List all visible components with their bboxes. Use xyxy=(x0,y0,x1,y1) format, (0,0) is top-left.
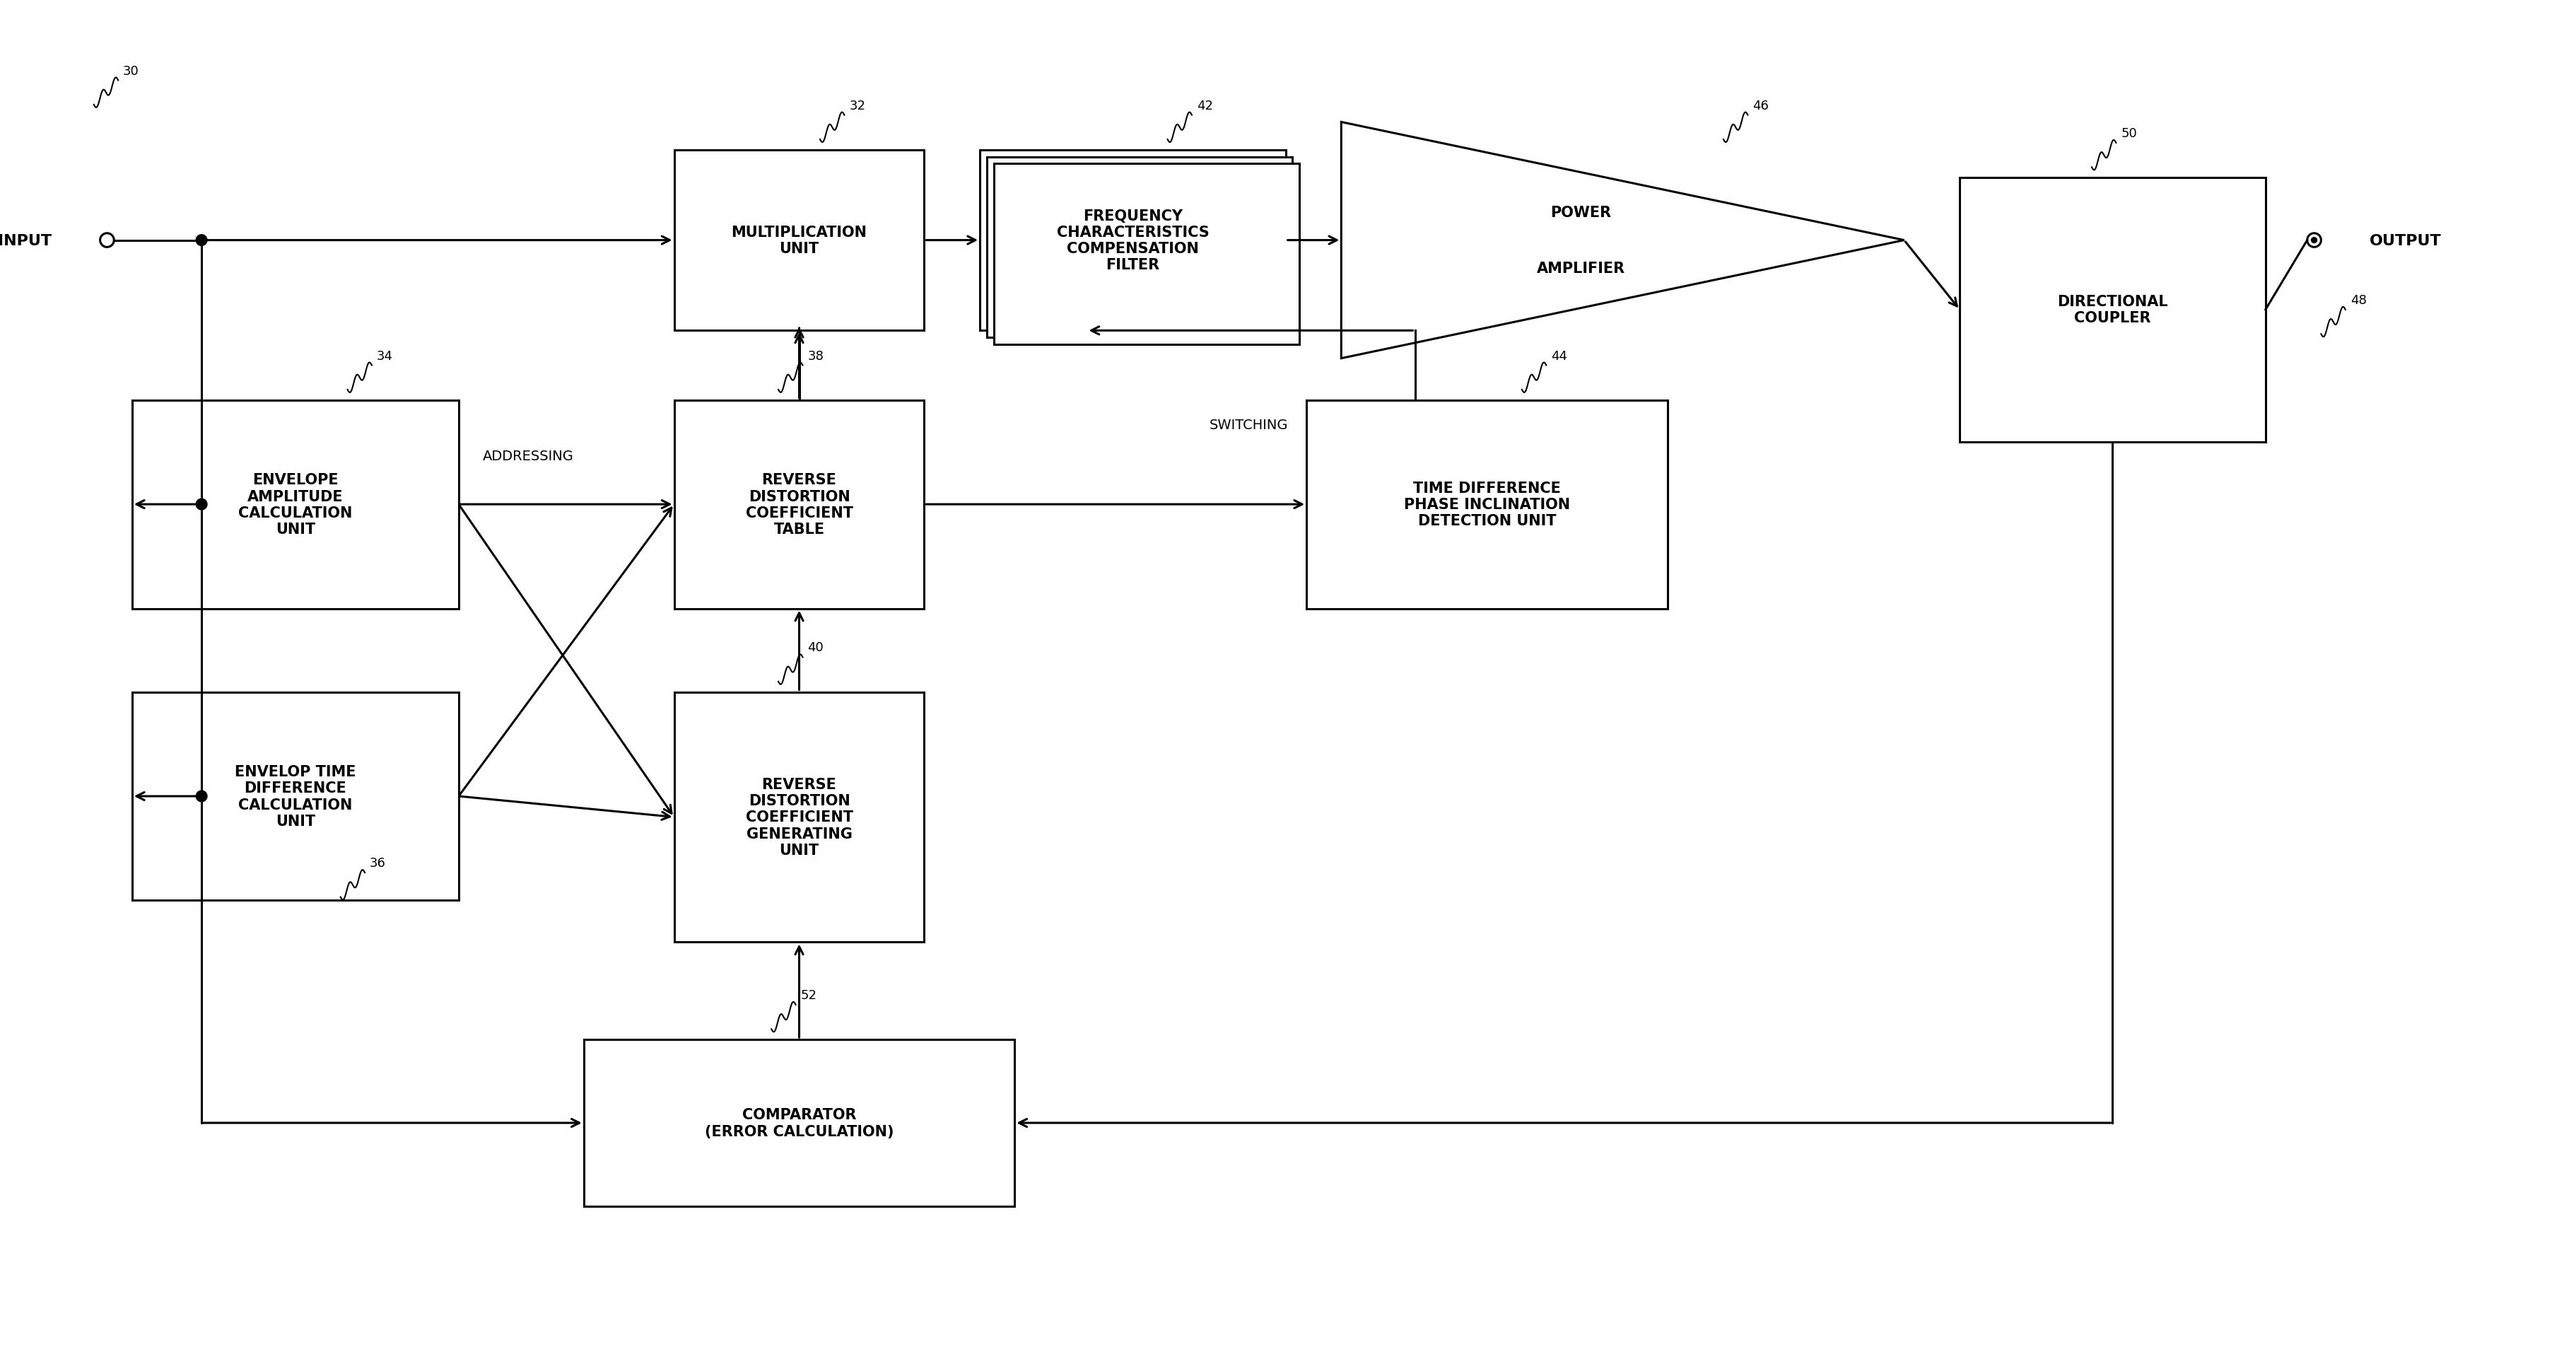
Circle shape xyxy=(196,500,206,511)
Bar xyxy=(131,692,459,901)
Bar xyxy=(979,151,1285,331)
Text: OUTPUT: OUTPUT xyxy=(2370,233,2442,248)
Polygon shape xyxy=(1342,123,1904,358)
Text: ADDRESSING: ADDRESSING xyxy=(482,450,574,463)
Text: TIME DIFFERENCE
PHASE INCLINATION
DETECTION UNIT: TIME DIFFERENCE PHASE INCLINATION DETECT… xyxy=(1404,481,1571,528)
Text: FREQUENCY
CHARACTERISTICS
COMPENSATION
FILTER: FREQUENCY CHARACTERISTICS COMPENSATION F… xyxy=(1056,209,1208,272)
Text: 48: 48 xyxy=(2349,294,2367,307)
Text: ENVELOP TIME
DIFFERENCE
CALCULATION
UNIT: ENVELOP TIME DIFFERENCE CALCULATION UNIT xyxy=(234,765,355,828)
Text: 32: 32 xyxy=(850,100,866,112)
Text: 42: 42 xyxy=(1198,100,1213,112)
Text: 44: 44 xyxy=(1551,349,1566,362)
Text: 50: 50 xyxy=(2120,127,2138,140)
Text: 40: 40 xyxy=(806,641,824,655)
Bar xyxy=(675,692,925,943)
Bar xyxy=(987,158,1293,338)
Text: REVERSE
DISTORTION
COEFFICIENT
TABLE: REVERSE DISTORTION COEFFICIENT TABLE xyxy=(744,473,853,536)
Bar xyxy=(675,151,925,331)
Bar xyxy=(1960,178,2264,442)
Circle shape xyxy=(196,791,206,801)
Bar xyxy=(994,164,1298,345)
Text: 36: 36 xyxy=(371,857,386,869)
Text: ENVELOPE
AMPLITUDE
CALCULATION
UNIT: ENVELOPE AMPLITUDE CALCULATION UNIT xyxy=(240,473,353,536)
Bar xyxy=(1306,400,1667,609)
Text: REVERSE
DISTORTION
COEFFICIENT
GENERATING
UNIT: REVERSE DISTORTION COEFFICIENT GENERATIN… xyxy=(744,777,853,857)
Text: SWITCHING: SWITCHING xyxy=(1208,418,1288,431)
Text: 52: 52 xyxy=(801,989,817,1001)
Bar xyxy=(585,1040,1015,1207)
Text: MULTIPLICATION
UNIT: MULTIPLICATION UNIT xyxy=(732,225,868,256)
Bar xyxy=(675,400,925,609)
Text: AMPLIFIER: AMPLIFIER xyxy=(1538,261,1625,276)
Text: 38: 38 xyxy=(806,349,824,362)
Text: 34: 34 xyxy=(376,349,394,362)
Circle shape xyxy=(2311,238,2316,244)
Text: 46: 46 xyxy=(1752,100,1770,112)
Text: DIRECTIONAL
COUPLER: DIRECTIONAL COUPLER xyxy=(2058,295,2169,326)
Text: INPUT: INPUT xyxy=(0,233,52,248)
Circle shape xyxy=(196,236,206,247)
Text: COMPARATOR
(ERROR CALCULATION): COMPARATOR (ERROR CALCULATION) xyxy=(706,1107,894,1138)
Bar xyxy=(131,400,459,609)
Text: POWER: POWER xyxy=(1551,206,1613,220)
Text: 30: 30 xyxy=(124,65,139,77)
